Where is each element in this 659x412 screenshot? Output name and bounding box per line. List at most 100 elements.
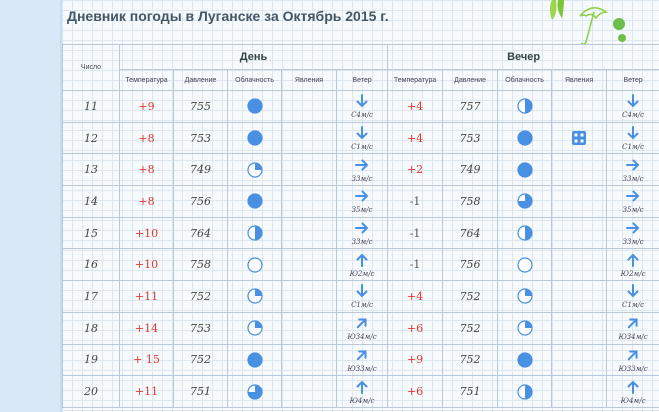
wind-speed-label: Ю2м/с [620, 269, 646, 278]
day-phenomena-cell [281, 343, 337, 377]
day-temperature-cell: +10 [119, 248, 174, 282]
day-number-cell: 16 [62, 248, 120, 282]
day-temperature-cell: +14 [119, 311, 174, 345]
wind-arrow-right-icon [355, 222, 369, 234]
evening-cloudiness-cell [497, 311, 553, 345]
day-phenomena-cell [281, 311, 337, 345]
day-number-cell: 20 [62, 375, 120, 408]
page-title: Дневник погоды в Луганске за Октябрь 201… [67, 8, 389, 24]
wind-speed-label: З5м/с [351, 206, 373, 215]
cloud-cover-half-icon [516, 98, 533, 114]
day-number-cell: 19 [62, 343, 120, 377]
table-row: 15 +10 764 З3м/с -1 764 З3м/с [62, 216, 659, 250]
wind-speed-label: Ю2м/с [349, 269, 375, 278]
wind-arrow-upright-icon [627, 350, 638, 361]
cloud-cover-full-icon [516, 352, 533, 368]
wind-wrapper: ЮЗ3м/с [337, 345, 387, 375]
wind-arrow-down-icon [627, 126, 639, 140]
day-temperature-cell: +8 [119, 185, 174, 218]
cloud-cover-half-icon [516, 383, 533, 400]
table-row: 11 +9 755 С4м/с +4 757 С4м/с [62, 90, 659, 123]
wind-wrapper: З5м/с [337, 186, 387, 216]
cloud-cover-full-icon [246, 193, 263, 210]
evening-pressure-cell: 751 [442, 375, 499, 408]
day-wind-cell: ЮЗ3м/с [335, 343, 389, 377]
evening-phenomena-cell [551, 311, 608, 345]
cloud-cover-full-icon [516, 130, 533, 146]
wind-speed-label: Ю4м/с [349, 396, 375, 405]
cloud-cover-empty-icon [246, 257, 263, 273]
header-day: День [118, 44, 389, 70]
cloud-cover-quarter-icon [516, 288, 533, 305]
header-day-wind: Ветер [335, 69, 389, 91]
cloud-cover-threequarter-icon [246, 383, 263, 400]
table-row: 16 +10 758 Ю2м/с -1 756 Ю2м/с [62, 248, 659, 282]
day-cloudiness-cell [227, 248, 282, 282]
wind-arrow-right-icon [355, 159, 369, 171]
evening-wind-cell: С1м/с [606, 121, 659, 155]
header-day-temperature: Температура [119, 69, 174, 91]
day-pressure-cell: 756 [173, 185, 228, 218]
wind-wrapper: С1м/с [607, 281, 659, 311]
day-number-cell: 15 [62, 216, 120, 250]
day-number-cell: 12 [62, 121, 120, 155]
day-wind-cell: З5м/с [335, 185, 389, 218]
day-wind-cell: Ю2м/с [335, 248, 389, 282]
day-wind-cell: С4м/с [335, 90, 389, 123]
wind-arrow-upright-icon [356, 350, 367, 361]
evening-cloudiness-cell [497, 121, 553, 155]
wind-arrow-down-icon [356, 284, 368, 298]
wind-arrow-upright-icon [627, 318, 638, 329]
day-wind-cell: С1м/с [335, 280, 389, 313]
cloud-cover-full-icon [516, 162, 533, 178]
day-wind-cell: З3м/с [335, 216, 389, 250]
cloud-cover-quarter-icon [516, 320, 533, 336]
evening-cloudiness-cell [497, 343, 553, 377]
wind-arrow-up-icon [356, 253, 368, 267]
evening-wind-cell: ЮЗ3м/с [606, 343, 659, 377]
cloud-cover-quarter-icon [246, 162, 263, 178]
wind-wrapper: Ю2м/с [607, 250, 659, 280]
day-phenomena-cell [281, 248, 337, 282]
header-evening-temperature: Температура [387, 69, 444, 91]
header-evening-wind: Ветер [606, 69, 659, 91]
day-cloudiness-cell [227, 153, 282, 187]
evening-cloudiness-cell [497, 216, 553, 250]
wind-arrow-down-icon [627, 94, 639, 108]
evening-temperature-cell: -1 [387, 185, 444, 218]
day-phenomena-cell [281, 121, 337, 155]
wind-wrapper: З5м/с [607, 186, 659, 216]
wind-speed-label: З3м/с [351, 238, 373, 247]
day-phenomena-cell [281, 216, 337, 250]
day-pressure-cell: 751 [173, 375, 228, 408]
wind-wrapper: С1м/с [337, 123, 387, 153]
wind-wrapper: Ю4м/с [607, 377, 659, 407]
day-pressure-cell: 752 [173, 280, 228, 313]
wind-arrow-down-icon [356, 126, 368, 140]
table-row: 12 +8 753 С1м/с +4 753 С1м/с [62, 121, 659, 155]
wind-arrow-down-icon [356, 94, 368, 108]
evening-pressure-cell: 752 [442, 280, 499, 313]
wind-arrow-right-icon [626, 190, 640, 202]
wind-speed-label: ЮЗ3м/с [618, 364, 648, 373]
day-cloudiness-cell [227, 311, 282, 345]
cloud-cover-quarter-icon [246, 288, 263, 305]
wind-speed-label: С4м/с [622, 111, 645, 120]
wind-arrow-up-icon [356, 380, 368, 394]
day-temperature-cell: +9 [119, 90, 174, 123]
day-pressure-cell: 749 [173, 153, 228, 187]
wind-speed-label: З3м/с [622, 238, 644, 247]
day-wind-cell: ЮЗ4м/с [335, 311, 389, 345]
evening-phenomena-cell [551, 280, 608, 313]
day-cloudiness-cell [227, 90, 282, 123]
evening-phenomena-cell [551, 153, 608, 187]
day-cloudiness-cell [227, 280, 282, 313]
header-evening: Вечер [387, 44, 659, 70]
evening-phenomena-cell [551, 375, 608, 408]
wind-wrapper: З3м/с [337, 218, 387, 248]
evening-phenomena-cell [551, 216, 608, 250]
snow-phenomenon-icon [572, 131, 587, 146]
table-row: 19 + 15 752 ЮЗ3м/с +9 752 ЮЗ3м/с [62, 343, 659, 377]
evening-temperature-cell: +4 [387, 121, 444, 155]
wind-wrapper: С4м/с [337, 91, 387, 121]
